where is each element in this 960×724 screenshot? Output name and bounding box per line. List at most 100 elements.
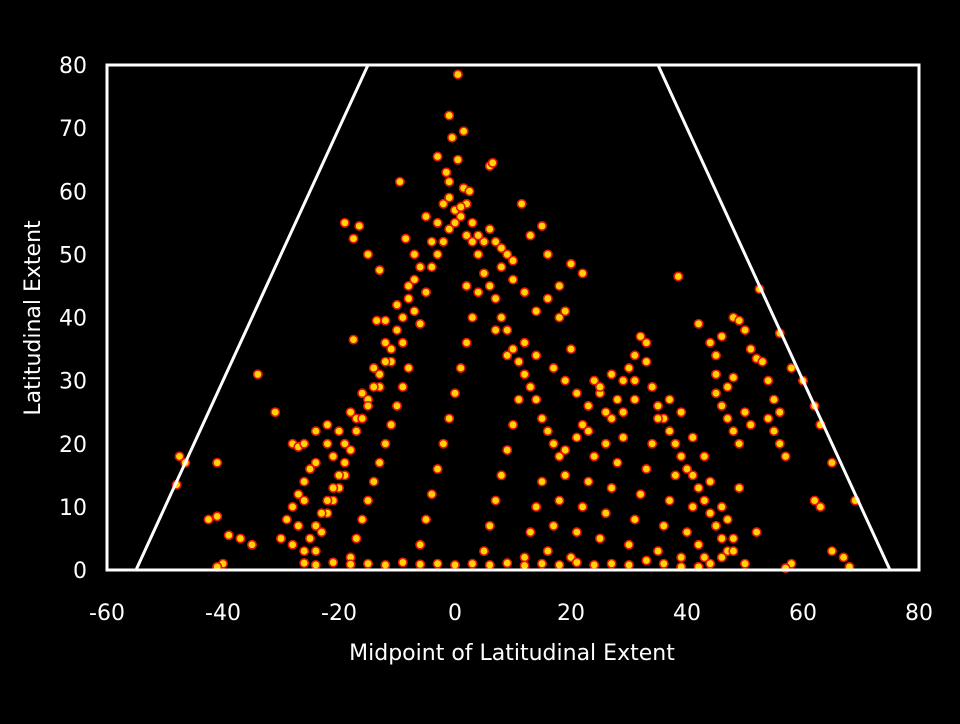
data-point bbox=[673, 271, 684, 282]
data-point bbox=[681, 463, 692, 474]
data-point bbox=[768, 394, 779, 405]
data-point bbox=[507, 419, 518, 430]
data-point bbox=[612, 457, 623, 468]
data-point bbox=[415, 261, 426, 272]
x-tick-label: 40 bbox=[673, 601, 701, 626]
data-point bbox=[484, 520, 495, 531]
data-point bbox=[299, 495, 310, 506]
data-point bbox=[496, 243, 507, 254]
data-point bbox=[490, 325, 501, 336]
data-point bbox=[519, 287, 530, 298]
data-point bbox=[525, 230, 536, 241]
data-point bbox=[438, 198, 449, 209]
data-point bbox=[641, 463, 652, 474]
data-point bbox=[281, 514, 292, 525]
data-point bbox=[400, 233, 411, 244]
data-point bbox=[478, 236, 489, 247]
data-point bbox=[478, 268, 489, 279]
data-point bbox=[362, 400, 373, 411]
data-point bbox=[670, 438, 681, 449]
data-point bbox=[391, 325, 402, 336]
data-point bbox=[560, 470, 571, 481]
data-point bbox=[751, 527, 762, 538]
data-point bbox=[357, 388, 368, 399]
data-point bbox=[316, 508, 327, 519]
data-point bbox=[484, 224, 495, 235]
data-point bbox=[629, 350, 640, 361]
data-point bbox=[693, 482, 704, 493]
data-point bbox=[316, 527, 327, 538]
data-point bbox=[728, 372, 739, 383]
data-point bbox=[287, 539, 298, 550]
data-point bbox=[641, 337, 652, 348]
data-point bbox=[722, 413, 733, 424]
data-point bbox=[386, 419, 397, 430]
data-point bbox=[441, 167, 452, 178]
data-point bbox=[618, 375, 629, 386]
plot-frame bbox=[105, 63, 921, 572]
data-point bbox=[380, 559, 391, 570]
data-point bbox=[664, 495, 675, 506]
data-point bbox=[502, 558, 513, 569]
data-point bbox=[542, 249, 553, 260]
data-point bbox=[397, 557, 408, 568]
data-point bbox=[699, 451, 710, 462]
data-point bbox=[496, 470, 507, 481]
data-point bbox=[516, 198, 527, 209]
data-point bbox=[722, 381, 733, 392]
y-tick-label: 10 bbox=[59, 496, 87, 521]
data-point bbox=[757, 356, 768, 367]
data-point bbox=[426, 261, 437, 272]
data-point bbox=[345, 445, 356, 456]
data-point bbox=[629, 375, 640, 386]
data-point bbox=[235, 533, 246, 544]
data-point bbox=[496, 261, 507, 272]
data-point bbox=[467, 217, 478, 228]
data-point bbox=[554, 451, 565, 462]
axis-ticks: -60 -40 -20 0 20 40 60 80 0 10 20 30 40 50 60 70 80 bbox=[59, 54, 933, 626]
data-point bbox=[490, 293, 501, 304]
data-point bbox=[397, 337, 408, 348]
data-point bbox=[458, 126, 469, 137]
data-point bbox=[345, 407, 356, 418]
data-point bbox=[310, 520, 321, 531]
data-point bbox=[444, 413, 455, 424]
data-point bbox=[386, 344, 397, 355]
data-point bbox=[467, 236, 478, 247]
data-point bbox=[531, 350, 542, 361]
data-point bbox=[554, 312, 565, 323]
data-point bbox=[606, 369, 617, 380]
data-point bbox=[612, 394, 623, 405]
data-point bbox=[670, 470, 681, 481]
data-point bbox=[710, 388, 721, 399]
data-point bbox=[304, 463, 315, 474]
data-point bbox=[467, 312, 478, 323]
data-point bbox=[444, 110, 455, 121]
data-point bbox=[380, 356, 391, 367]
x-tick-label: -40 bbox=[205, 601, 241, 626]
data-point bbox=[409, 274, 420, 285]
data-point bbox=[444, 192, 455, 203]
data-point bbox=[461, 280, 472, 291]
data-point bbox=[432, 463, 443, 474]
data-point bbox=[394, 176, 405, 187]
data-point bbox=[780, 451, 791, 462]
data-point bbox=[507, 255, 518, 266]
data-point bbox=[705, 337, 716, 348]
data-point bbox=[548, 438, 559, 449]
data-point bbox=[693, 539, 704, 550]
x-tick-label: 80 bbox=[905, 601, 933, 626]
data-point bbox=[467, 558, 478, 569]
data-point bbox=[536, 220, 547, 231]
data-point bbox=[299, 546, 310, 557]
data-point bbox=[502, 445, 513, 456]
data-point bbox=[664, 426, 675, 437]
data-point bbox=[444, 224, 455, 235]
data-point bbox=[397, 312, 408, 323]
data-point bbox=[426, 489, 437, 500]
data-point bbox=[310, 559, 321, 570]
data-point bbox=[252, 369, 263, 380]
data-point bbox=[565, 258, 576, 269]
x-tick-label: -20 bbox=[321, 601, 357, 626]
